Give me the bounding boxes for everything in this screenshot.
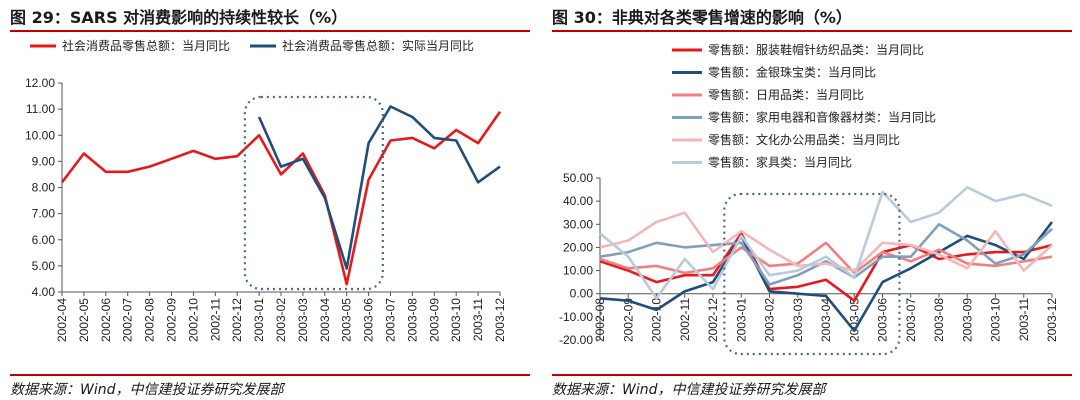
right-source-note: 数据来源：Wind，中信建投证券研究发展部 [552,382,826,398]
left-y-tick-label-6: 10.00 [25,128,55,142]
right-source-rule [552,374,1072,376]
right-x-tick-label-14: 2003-10 [989,298,1003,342]
right-x-tick-label-4: 2002-12 [706,298,720,342]
right-x-tick-label-5: 2003-01 [734,298,748,342]
right-y-tick-label-1: -10.00 [559,310,593,324]
left-legend-label-0: 社会消费品零售总额：当月同比 [62,38,230,53]
right-x-tick-label-13: 2003-09 [960,298,974,342]
left-chart-title: 图 29：SARS 对消费影响的持续性较长（%） [10,8,348,27]
right-x-tick-label-3: 2002-11 [678,298,692,341]
left-x-tick-label-5: 2002-09 [165,298,179,342]
left-x-tick-label-8: 2002-12 [230,298,244,342]
left-x-tick-label-2: 2002-06 [99,298,113,342]
right-legend-label-3: 零售额：家用电器和音像器材类：当月同比 [708,110,936,125]
right-x-tick-label-6: 2003-02 [763,298,777,342]
left-y-tick-label-3: 7.00 [32,207,56,221]
right-legend-label-1: 零售额：金银珠宝类：当月同比 [708,65,876,80]
right-y-tick-label-5: 30.00 [563,217,593,231]
right-y-tick-label-0: -20.00 [559,333,593,347]
left-x-tick-label-4: 2002-08 [143,298,157,342]
right-x-tick-label-1: 2002-09 [621,298,635,342]
left-chart-panel: 图 29：SARS 对消费影响的持续性较长（%） 社会消费品零售总额：当月同比社… [10,0,535,400]
right-series-line-0 [599,232,1053,302]
right-legend-label-2: 零售额：日用品类：当月同比 [708,87,864,102]
right-y-tick-label-2: 0.00 [570,287,594,301]
left-x-tick-label-18: 2003-10 [449,298,463,342]
left-legend-label-1: 社会消费品零售总额：实际当月同比 [282,38,474,53]
left-x-tick-label-14: 2003-06 [362,298,376,342]
left-x-tick-label-11: 2003-03 [296,298,310,342]
right-series-line-1 [599,221,1054,332]
right-x-tick-label-11: 2003-07 [904,298,918,342]
right-x-tick-label-0: 2002-08 [593,298,607,342]
left-x-tick-label-0: 2002-04 [55,298,69,342]
left-x-tick-label-15: 2003-07 [384,298,398,342]
left-y-tick-label-0: 4.00 [32,285,56,299]
right-y-tick-label-7: 50.00 [563,171,593,185]
left-x-tick-label-3: 2002-07 [121,298,135,342]
left-x-tick-label-16: 2003-08 [405,298,419,342]
left-x-tick-label-20: 2003-12 [493,298,507,342]
left-y-tick-label-2: 6.00 [32,233,56,247]
right-highlight-box [723,192,901,356]
left-x-tick-label-19: 2003-11 [471,298,485,341]
left-y-tick-label-1: 5.00 [32,259,56,273]
left-x-tick-label-13: 2003-05 [340,298,354,342]
right-chart-panel: 图 30：非典对各类零售增速的影响（%） 零售额：服装鞋帽针纺织品类：当月同比零… [552,0,1077,400]
left-y-tick-label-7: 11.00 [26,102,55,116]
right-y-tick-label-6: 40.00 [563,194,593,208]
left-source-rule [10,374,530,376]
left-x-tick-label-17: 2003-09 [427,298,441,342]
left-y-tick-label-4: 8.00 [32,181,56,195]
right-legend-label-4: 零售额：文化办公用品类：当月同比 [708,132,900,147]
left-highlight-box [243,95,384,291]
left-title-rule [10,30,530,32]
right-x-tick-label-7: 2003-03 [791,298,805,342]
right-x-tick-label-8: 2003-04 [819,298,833,342]
right-x-tick-label-16: 2003-12 [1045,298,1059,342]
right-x-tick-label-12: 2003-08 [932,298,946,342]
left-y-tick-label-5: 9.00 [32,154,56,168]
left-x-tick-label-7: 2002-11 [208,298,222,341]
left-line-chart: 社会消费品零售总额：当月同比 社会消费品零售总额：实际当月同比 4.00 5.00 6.… [25,38,507,342]
right-series-line-5 [599,186,1053,300]
right-x-tick-label-2: 2002-10 [650,298,664,342]
left-source-note: 数据来源：Wind，中信建投证券研究发展部 [10,382,284,398]
left-series-line-0 [60,110,502,286]
right-chart-title: 图 30：非典对各类零售增速的影响（%） [552,8,852,27]
right-x-tick-label-15: 2003-11 [1017,298,1031,341]
left-x-tick-label-1: 2002-05 [77,298,91,342]
left-y-tick-label-8: 12.00 [25,76,55,90]
left-series-line-1 [257,105,501,270]
left-x-tick-label-9: 2003-01 [252,298,266,342]
right-series-line-4 [599,211,1053,272]
right-y-tick-label-4: 20.00 [563,240,593,254]
right-x-tick-label-9: 2003-05 [847,298,861,342]
left-x-tick-label-6: 2002-10 [186,298,200,342]
right-legend-label-0: 零售额：服装鞋帽针纺织品类：当月同比 [708,42,924,57]
right-legend-label-5: 零售额：家具类：当月同比 [708,155,852,170]
right-line-chart: 零售额：服装鞋帽针纺织品类：当月同比零售额：金银珠宝类：当月同比零售额：日用品类… [559,42,1059,356]
right-series-line-3 [599,223,1053,286]
left-x-tick-label-12: 2003-04 [318,298,332,342]
left-x-tick-label-10: 2003-02 [274,298,288,342]
right-title-rule [552,30,1072,32]
right-x-tick-label-10: 2003-06 [876,298,890,342]
right-y-tick-label-3: 10.00 [563,264,593,278]
